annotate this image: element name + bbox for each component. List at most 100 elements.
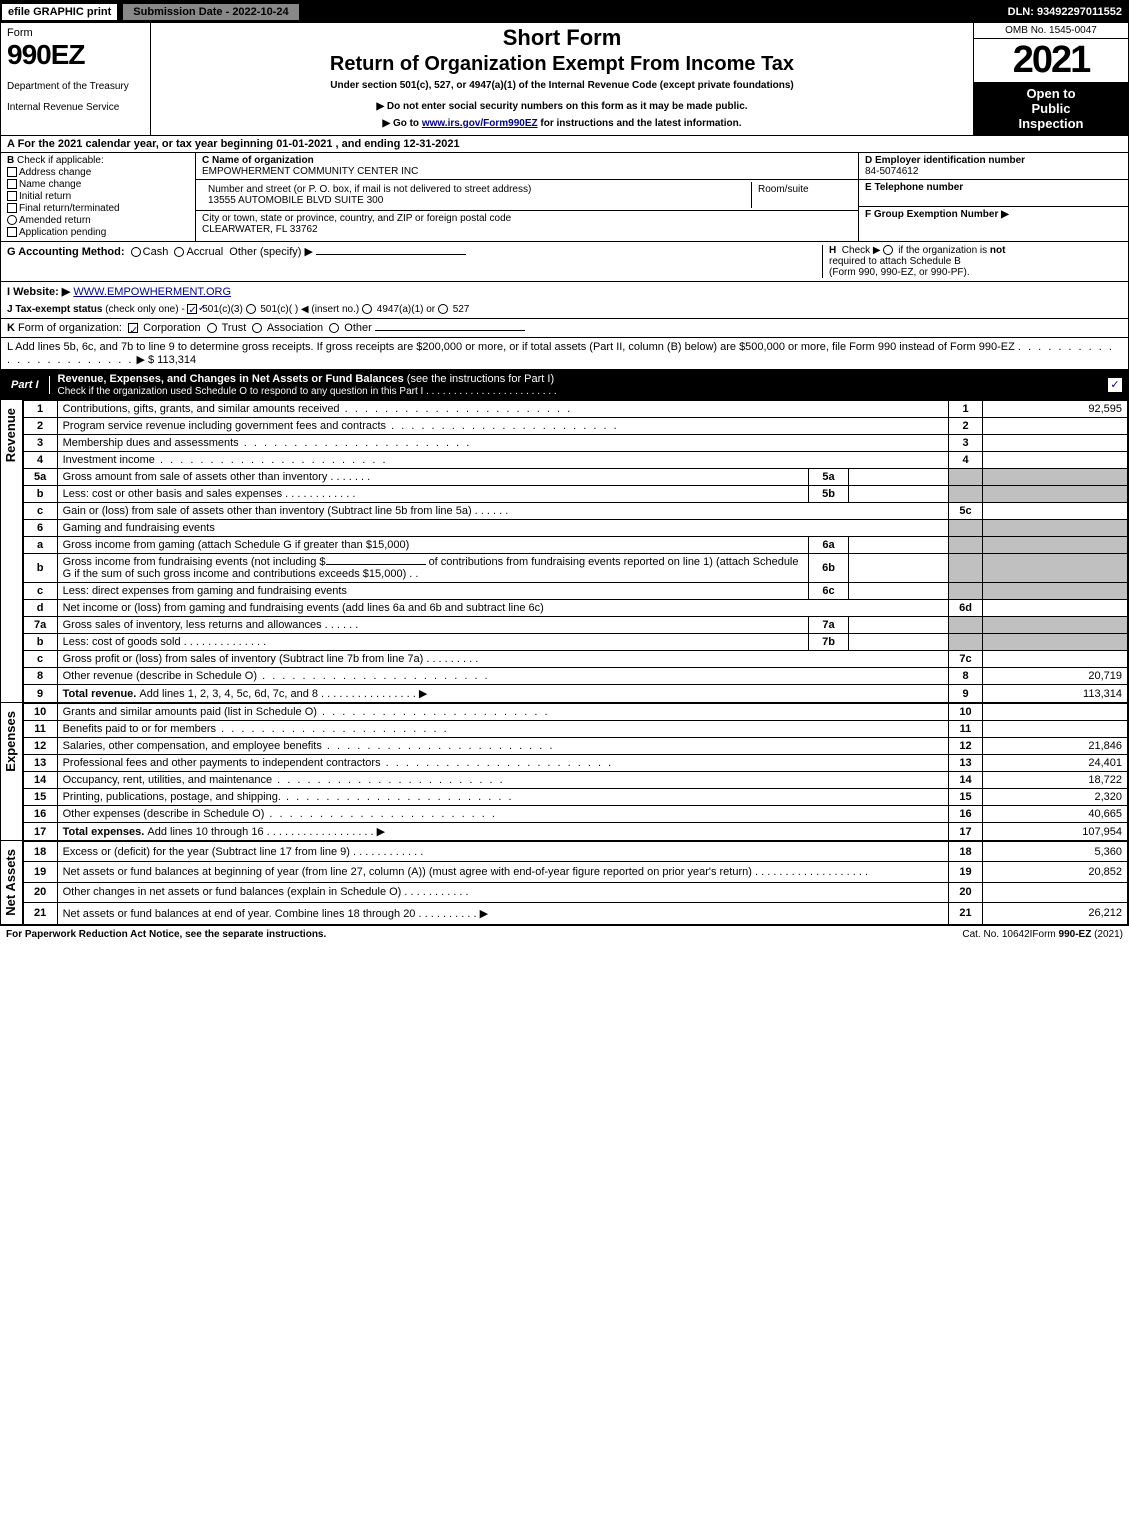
top-bar: efile GRAPHIC print Submission Date - 20… xyxy=(1,1,1128,23)
efile-label: efile GRAPHIC print xyxy=(1,3,118,21)
l17-amt: 107,954 xyxy=(983,823,1128,841)
k-corp-chk[interactable]: ✓ xyxy=(128,323,138,333)
l2-text: Program service revenue including govern… xyxy=(57,418,948,435)
chk-address[interactable]: Address change xyxy=(7,167,189,178)
l6c-grey xyxy=(949,583,983,600)
k-o4: Other xyxy=(344,322,372,334)
part-i-bar: Part I Revenue, Expenses, and Changes in… xyxy=(1,370,1128,400)
f-group: F Group Exemption Number ▶ xyxy=(859,207,1128,233)
l12-amt: 21,846 xyxy=(983,738,1128,755)
l10-text: Grants and similar amounts paid (list in… xyxy=(57,704,948,721)
g-other: Other (specify) ▶ xyxy=(229,246,313,258)
l15-amt: 2,320 xyxy=(983,789,1128,806)
l11-num: 11 xyxy=(23,721,57,738)
l5a-text: Gross amount from sale of assets other t… xyxy=(57,469,808,486)
l7a-text: Gross sales of inventory, less returns a… xyxy=(57,617,808,634)
netassets-block: Net Assets 18Excess or (deficit) for the… xyxy=(1,841,1128,925)
j-4947-chk[interactable] xyxy=(362,304,372,314)
l2-amt xyxy=(983,418,1128,435)
l7b-grey xyxy=(949,634,983,651)
k-other-chk[interactable] xyxy=(329,323,339,333)
l16-num: 16 xyxy=(23,806,57,823)
l21-num: 21 xyxy=(23,903,57,925)
chk-initial[interactable]: Initial return xyxy=(7,191,189,202)
open-public-box: Open to Public Inspection xyxy=(974,82,1128,135)
g-accrual: Accrual xyxy=(186,246,223,258)
j-501c3-chk[interactable]: ✓ xyxy=(187,304,197,314)
l5a-val xyxy=(849,469,949,486)
k-o1: Corporation xyxy=(143,322,200,334)
l4-box: 4 xyxy=(949,452,983,469)
header-right: OMB No. 1545-0047 2021 Open to Public In… xyxy=(973,23,1128,135)
netassets-sidebar: Net Assets xyxy=(1,841,23,925)
l14-text: Occupancy, rent, utilities, and maintena… xyxy=(57,772,948,789)
g-other-input[interactable] xyxy=(316,254,466,255)
k-text: Form of organization: xyxy=(18,322,122,334)
l21-box: 21 xyxy=(949,903,983,925)
l6c-grey2 xyxy=(983,583,1128,600)
chk-name[interactable]: Name change xyxy=(7,179,189,190)
website-link[interactable]: WWW.EMPOWHERMENT.ORG xyxy=(73,286,231,298)
irs-link[interactable]: www.irs.gov/Form990EZ xyxy=(422,118,538,129)
l1-box: 1 xyxy=(949,401,983,418)
d-ein-label: D Employer identification number xyxy=(865,155,1122,166)
l6-num: 6 xyxy=(23,520,57,537)
g-cash: Cash xyxy=(143,246,169,258)
chk-amended[interactable]: Amended return xyxy=(7,215,189,226)
l6a-num: a xyxy=(23,537,57,554)
l20-amt xyxy=(983,882,1128,902)
part-i-checkbox[interactable]: ✓ xyxy=(1108,378,1122,392)
j-501c-chk[interactable] xyxy=(246,304,256,314)
l5c-num: c xyxy=(23,503,57,520)
l6a-text: Gross income from gaming (attach Schedul… xyxy=(57,537,808,554)
l7b-mid: 7b xyxy=(809,634,849,651)
g-cash-radio[interactable] xyxy=(131,247,141,257)
l6c-val xyxy=(849,583,949,600)
l14-amt: 18,722 xyxy=(983,772,1128,789)
expenses-block: Expenses 10Grants and similar amounts pa… xyxy=(1,703,1128,841)
ssn-warning: ▶ Do not enter social security numbers o… xyxy=(159,101,965,112)
j-o3: 4947(a)(1) or xyxy=(377,304,435,315)
c-room: Room/suite xyxy=(752,182,852,208)
l17-text: Total expenses. Add lines 10 through 16 … xyxy=(57,823,948,841)
l5b-text: Less: cost or other basis and sales expe… xyxy=(57,486,808,503)
l18-amt: 5,360 xyxy=(983,842,1128,862)
l19-num: 19 xyxy=(23,862,57,882)
l13-box: 13 xyxy=(949,755,983,772)
open-l2: Public xyxy=(978,101,1124,116)
h-checkbox[interactable] xyxy=(883,245,893,255)
l12-num: 12 xyxy=(23,738,57,755)
chk-pending[interactable]: Application pending xyxy=(7,227,189,238)
l1-text: Contributions, gifts, grants, and simila… xyxy=(57,401,948,418)
j-527-chk[interactable] xyxy=(438,304,448,314)
chk-final[interactable]: Final return/terminated xyxy=(7,203,189,214)
l5c-text: Gain or (loss) from sale of assets other… xyxy=(57,503,948,520)
revenue-label: Revenue xyxy=(1,400,20,470)
section-bcd: B Check if applicable: Address change Na… xyxy=(1,153,1128,242)
h-t4: (Form 990, 990-EZ, or 990-PF). xyxy=(829,267,970,278)
l13-num: 13 xyxy=(23,755,57,772)
open-l3: Inspection xyxy=(978,116,1124,131)
l1-num: 1 xyxy=(23,401,57,418)
footer-left: For Paperwork Reduction Act Notice, see … xyxy=(6,929,962,940)
l10-amt xyxy=(983,704,1128,721)
l6a-grey xyxy=(949,537,983,554)
dept-treasury: Department of the Treasury xyxy=(7,81,144,92)
k-assoc-chk[interactable] xyxy=(252,323,262,333)
l6d-text: Net income or (loss) from gaming and fun… xyxy=(57,600,948,617)
l12-text: Salaries, other compensation, and employ… xyxy=(57,738,948,755)
expenses-sidebar: Expenses xyxy=(1,703,23,841)
k-trust-chk[interactable] xyxy=(207,323,217,333)
l3-box: 3 xyxy=(949,435,983,452)
l20-text: Other changes in net assets or fund bala… xyxy=(57,882,948,902)
k-other-input[interactable] xyxy=(375,330,525,331)
l21-text: Net assets or fund balances at end of ye… xyxy=(57,903,948,925)
l5a-grey2 xyxy=(983,469,1128,486)
g-accrual-radio[interactable] xyxy=(174,247,184,257)
l6b-num: b xyxy=(23,554,57,583)
l19-amt: 20,852 xyxy=(983,862,1128,882)
l15-box: 15 xyxy=(949,789,983,806)
l17-box: 17 xyxy=(949,823,983,841)
l11-box: 11 xyxy=(949,721,983,738)
l7b-grey2 xyxy=(983,634,1128,651)
